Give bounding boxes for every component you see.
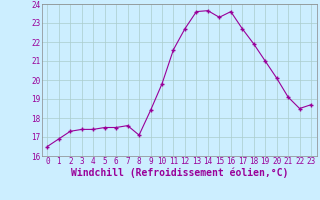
X-axis label: Windchill (Refroidissement éolien,°C): Windchill (Refroidissement éolien,°C) — [70, 168, 288, 178]
